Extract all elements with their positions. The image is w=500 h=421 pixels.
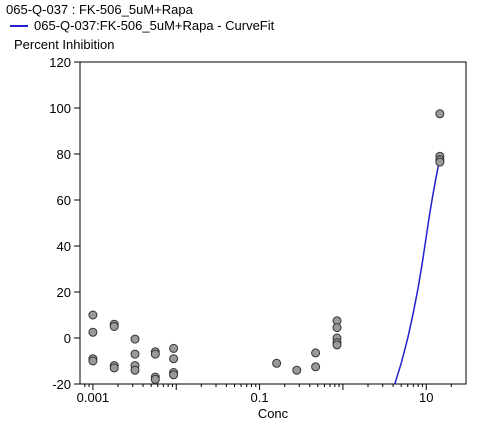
data-point [130,334,140,344]
y-tick-label: -20 [52,377,71,392]
data-point [88,327,98,337]
data-point [88,310,98,320]
data-point [272,358,282,368]
curve-fit-line [394,158,441,384]
x-tick-label: 0.001 [77,390,110,405]
data-point [109,322,119,331]
legend-line-swatch [10,24,28,27]
y-tick-label: 0 [64,331,71,346]
x-tick-label: 0.1 [251,390,269,405]
y-tick-label: 60 [57,193,71,208]
legend: 065-Q-037:FK-506_5uM+Rapa - CurveFit [6,18,274,33]
data-point [130,349,140,359]
plot-frame [79,61,467,385]
data-point [150,349,160,359]
chart-title: 065-Q-037 : FK-506_5uM+Rapa [6,2,193,17]
data-point [292,365,302,375]
data-point [435,157,445,167]
data-point [311,362,321,372]
y-axis-label: Percent Inhibition [14,37,115,52]
data-point [169,370,179,380]
data-point [169,343,179,353]
legend-label: 065-Q-037:FK-506_5uM+Rapa - CurveFit [34,18,275,33]
y-tick-label: 100 [49,101,71,116]
y-axis: -20 0 20 40 60 80 100 120 [49,55,80,392]
y-tick-label: 40 [57,239,71,254]
data-point [88,356,98,366]
data-point [109,363,119,373]
x-axis: 0.001 0.1 10 [77,384,452,405]
data-point [311,348,321,358]
data-point [332,340,342,350]
x-tick-label: 10 [419,390,433,405]
data-points [88,109,445,384]
y-tick-label: 20 [57,285,71,300]
y-tick-label: 80 [57,147,71,162]
data-point [130,365,140,375]
x-axis-label: Conc [258,406,289,421]
data-point [435,109,445,119]
data-point [169,354,179,364]
data-point [332,323,342,333]
data-point [150,374,160,384]
y-tick-label: 120 [49,55,71,70]
